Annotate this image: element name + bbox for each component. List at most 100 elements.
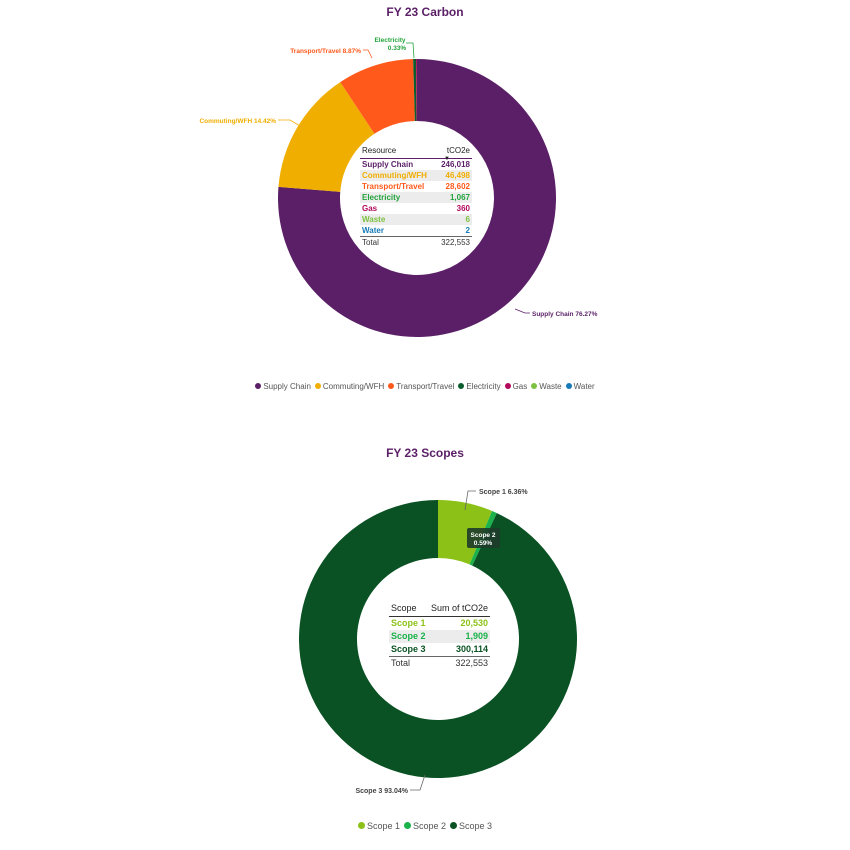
scope-2-label-box xyxy=(467,528,500,548)
legend-item[interactable]: Commuting/WFH xyxy=(314,382,385,391)
label-commuting: Commuting/WFH 14.42% xyxy=(199,118,276,125)
table-row: Scope 3 300,114 xyxy=(389,643,490,656)
legend-dot-icon xyxy=(504,382,511,389)
legend-item[interactable]: Supply Chain xyxy=(255,382,311,391)
label-scope-2: Scope 2 xyxy=(471,532,496,539)
legend-dot-icon xyxy=(565,382,572,389)
row-value: 28,602 xyxy=(445,182,470,191)
legend-dot-icon xyxy=(388,382,395,389)
header-tco2e[interactable]: tCO2e xyxy=(446,146,470,155)
legend-dot-icon xyxy=(450,822,458,830)
table-row: Scope 2 1,909 xyxy=(389,630,490,643)
row-label: Scope 2 xyxy=(391,631,426,641)
legend-label: Waste xyxy=(539,382,562,391)
legend-label: Electricity xyxy=(466,382,501,391)
slice-scope-1[interactable] xyxy=(438,500,493,565)
row-value: 1,067 xyxy=(449,193,470,202)
legend-dot-icon xyxy=(403,822,411,830)
legend-dot-icon xyxy=(458,382,465,389)
slice-electricity[interactable] xyxy=(413,59,417,122)
scopes-table: Scope Sum of tCO2e Scope 1 20,530 Scope 2 1… xyxy=(389,600,490,670)
table-header: Scope Sum of tCO2e xyxy=(389,600,490,617)
header-sum-tco2e[interactable]: Sum of tCO2e xyxy=(430,603,488,613)
sort-desc-icon[interactable]: ▼ xyxy=(444,156,450,162)
leader-line xyxy=(406,42,415,59)
table-header: Resource tCO2e ▼ xyxy=(360,144,472,162)
legend-label: Supply Chain xyxy=(263,382,311,391)
label-scope-3: Scope 3 93.04% xyxy=(355,788,408,795)
header-scope[interactable]: Scope xyxy=(391,603,417,613)
table-row: Commuting/WFH 46,498 xyxy=(360,170,472,181)
row-label: Waste xyxy=(362,215,386,224)
chart-title-carbon: FY 23 Carbon xyxy=(386,5,464,19)
row-label: Commuting/WFH xyxy=(362,171,427,180)
row-label: Electricity xyxy=(362,193,401,202)
legend-dot-icon xyxy=(255,382,262,389)
table-row: Scope 1 20,530 xyxy=(389,617,490,630)
slice-transport-travel[interactable] xyxy=(340,59,415,134)
row-value: 46,498 xyxy=(445,171,470,180)
slice-supply-chain[interactable] xyxy=(278,59,556,337)
row-label: Scope 1 xyxy=(391,618,426,628)
scopes-legend: Scope 1 Scope 2 Scope 3 xyxy=(0,821,850,831)
legend-item[interactable]: Gas xyxy=(504,382,528,391)
legend-item[interactable]: Water xyxy=(565,382,595,391)
total-label: Total xyxy=(362,238,379,247)
legend-label: Commuting/WFH xyxy=(322,382,385,391)
row-label: Scope 3 xyxy=(391,644,426,654)
leader-line xyxy=(464,490,476,511)
row-value: 20,530 xyxy=(460,618,488,628)
row-label: Water xyxy=(362,226,384,235)
legend-label: Scope 3 xyxy=(459,821,493,831)
legend-dot-icon xyxy=(357,822,365,830)
legend-label: Water xyxy=(573,382,595,391)
total-value: 322,553 xyxy=(455,658,488,668)
table-row: Electricity 1,067 xyxy=(360,192,472,203)
row-value: 2 xyxy=(465,226,470,235)
legend-item[interactable]: Scope 3 xyxy=(450,821,492,831)
legend-label: Transport/Travel xyxy=(396,382,455,391)
table-row: Gas 360 xyxy=(360,203,472,214)
label-transport: Transport/Travel 8.87% xyxy=(290,48,361,55)
total-value: 322,553 xyxy=(441,238,470,247)
total-label: Total xyxy=(391,658,411,668)
leader-line xyxy=(278,119,301,127)
chart-title-scopes: FY 23 Scopes xyxy=(386,446,464,460)
legend-dot-icon xyxy=(314,382,321,389)
label-supply-chain: Supply Chain 76.27% xyxy=(532,311,598,318)
table-total-row: Total 322,553 xyxy=(360,236,472,248)
header-resource[interactable]: Resource xyxy=(362,146,397,155)
legend-item[interactable]: Transport/Travel xyxy=(388,382,454,391)
table-total-row: Total 322,553 xyxy=(389,656,490,670)
table-row: Waste 6 xyxy=(360,214,472,225)
row-value: 300,114 xyxy=(455,644,488,654)
row-label: Gas xyxy=(362,204,378,213)
legend-item[interactable]: Scope 1 xyxy=(357,821,400,831)
slice-commuting-wfh[interactable] xyxy=(278,82,375,192)
label-scope-2-pct: 0.59% xyxy=(474,540,493,547)
legend-label: Gas xyxy=(512,382,528,391)
row-value: 246,018 xyxy=(441,160,470,169)
row-label: Supply Chain xyxy=(362,160,414,169)
legend-item[interactable]: Scope 2 xyxy=(403,821,447,831)
row-value: 6 xyxy=(465,215,470,224)
row-label: Transport/Travel xyxy=(362,182,425,191)
legend-item[interactable]: Waste xyxy=(531,382,562,391)
legend-label: Scope 2 xyxy=(412,821,447,831)
table-row: Water 2 xyxy=(360,225,472,236)
leader-line xyxy=(514,308,530,314)
legend-label: Scope 1 xyxy=(366,821,400,831)
row-value: 1,909 xyxy=(465,631,488,641)
carbon-resource-table: Resource tCO2e ▼ Supply Chain 246,018 Comm… xyxy=(360,144,472,248)
row-value: 360 xyxy=(456,204,470,213)
label-electricity: Electricity xyxy=(374,37,405,44)
slice-scope-3[interactable] xyxy=(299,500,578,779)
leader-line xyxy=(410,774,426,791)
label-electricity-pct: 0.33% xyxy=(388,45,407,52)
legend-item[interactable]: Electricity xyxy=(458,382,501,391)
legend-dot-icon xyxy=(531,382,538,389)
slice-gas[interactable] xyxy=(416,59,417,122)
leader-line xyxy=(363,49,373,59)
table-row: Supply Chain 246,018 xyxy=(360,159,472,170)
